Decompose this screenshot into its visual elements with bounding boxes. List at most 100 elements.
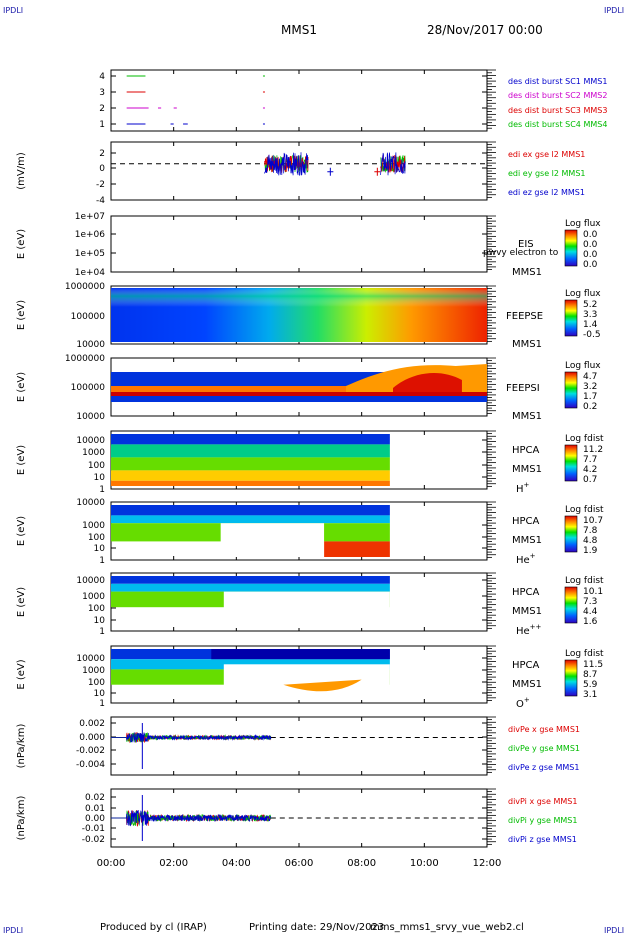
- y-tick-label: 1: [99, 699, 105, 709]
- colorbar: [564, 444, 578, 482]
- colorbar-tick: 8.7: [583, 670, 597, 680]
- legend-entry: divPe y gse MMS1: [508, 744, 580, 753]
- spectrogram-band: [111, 515, 390, 524]
- colorbar-tick: 1.6: [583, 617, 598, 627]
- y-tick-label: -0.002: [76, 746, 105, 756]
- y-tick-label: 3: [99, 88, 105, 98]
- y-axis-label: E (eV): [16, 516, 27, 546]
- y-tick-label: -2: [96, 180, 105, 190]
- x-tick-label: 02:00: [159, 858, 188, 869]
- edi-marker: [374, 167, 381, 176]
- colorbar-title: Log fdist: [565, 505, 604, 515]
- spacecraft-title: MMS1: [281, 23, 317, 37]
- y-axis-label: E (eV): [16, 445, 27, 475]
- instrument-label: FEEPSE: [506, 311, 543, 322]
- spectrogram-band: [111, 434, 390, 445]
- species-charge: +: [530, 552, 536, 560]
- colorbar-tick: 0.2: [583, 402, 597, 412]
- colorbar-tick: 0.0: [583, 240, 598, 250]
- y-axis-label: E (eV): [16, 229, 27, 259]
- y-tick-label: 1000000: [65, 282, 105, 292]
- colorbar-tick: 1.9: [583, 546, 598, 556]
- spectrogram-gap: [223, 591, 390, 628]
- spacecraft-label: MMS1: [512, 339, 542, 350]
- footer-produced-by: Produced by cl (IRAP): [100, 922, 207, 933]
- y-tick-label: 1e+05: [75, 249, 105, 259]
- spectrogram-gap: [223, 664, 390, 700]
- y-axis-label: E (eV): [16, 372, 27, 402]
- colorbar-title: Log flux: [565, 361, 601, 371]
- colorbar-tick: 0.0: [583, 250, 598, 260]
- colorbar-title: Log fdist: [565, 434, 604, 444]
- y-tick-label: 1: [99, 556, 105, 566]
- instrument-label: HPCA: [512, 445, 540, 456]
- colorbar-tick: 1.7: [583, 392, 597, 402]
- instrument-label: FEEPSI: [506, 383, 540, 394]
- panels: 4 3 2 1 des dist burst SC1 MMS1 des dist burs…: [16, 69, 607, 848]
- spectrogram-feature: [393, 373, 462, 392]
- colorbar-tick: 4.8: [583, 536, 598, 546]
- species-charge: ++: [530, 623, 542, 631]
- x-tick-label: 04:00: [222, 858, 251, 869]
- colorbar-tick: 7.7: [583, 455, 597, 465]
- y-tick-label: 10: [94, 544, 106, 554]
- legend-entry: edi ey gse l2 MMS1: [508, 169, 586, 178]
- spectrogram-gap: [220, 523, 325, 557]
- spectrogram-band: [111, 457, 390, 471]
- legend-entry: edi ex gse l2 MMS1: [508, 150, 585, 159]
- y-tick-label: 1000000: [65, 354, 105, 364]
- spacecraft-label: MMS1: [512, 679, 542, 690]
- y-axis-label: (mV/m): [16, 152, 27, 190]
- y-axis-label: (nPa/km): [16, 724, 27, 769]
- time-axis: 00:00 02:00 04:00 06:00 08:00 10:00 12:00: [97, 858, 502, 869]
- spacecraft-label: MMS1: [512, 464, 542, 475]
- y-tick-label: 1e+07: [75, 212, 105, 222]
- legend-entry: divPi z gse MMS1: [508, 835, 577, 844]
- legend-entry: des dist burst SC2 MMS2: [508, 91, 607, 100]
- instrument-label: HPCA: [512, 516, 540, 527]
- species-charge: +: [524, 696, 530, 704]
- panel-frame: [110, 215, 488, 273]
- colorbar-tick: 10.7: [583, 516, 603, 526]
- spectrogram-feature: [211, 649, 390, 660]
- colorbar: [564, 371, 578, 409]
- colorbar-tick: 4.7: [583, 372, 597, 382]
- colorbar-tick: 11.5: [583, 660, 603, 670]
- y-tick-label: 10000: [76, 498, 105, 508]
- panel-feepse: 1000000 100000 10000 E (eV) Log flux5.23.31.…: [16, 282, 601, 350]
- y-tick-label: 1: [99, 485, 105, 495]
- y-tick-label: 0.02: [85, 793, 105, 803]
- panel-hpca_hepp: 10000 1000 100 101 E (eV) Log fdist10.17.34.4…: [16, 572, 604, 637]
- corner-label-bottom-right: IPDLI: [604, 926, 624, 934]
- species-symbol: He: [516, 555, 530, 566]
- colorbar-title: Log fdist: [565, 649, 604, 659]
- y-tick-label: 0.00: [85, 814, 105, 824]
- y-tick-label: 0.000: [79, 733, 105, 743]
- corner-label-top-right: IPDLI: [604, 6, 624, 15]
- spectrogram-band: [111, 576, 390, 584]
- colorbar-tick: 4.2: [583, 465, 597, 475]
- species-charge: +: [524, 481, 530, 489]
- instrument-label: HPCA: [512, 587, 540, 598]
- y-tick-label: 100: [88, 461, 105, 471]
- legend-entry: des dist burst SC3 MMS3: [508, 106, 607, 115]
- panel-frame: [110, 141, 488, 201]
- y-tick-label: 10000: [76, 654, 105, 664]
- x-tick-label: 06:00: [285, 858, 314, 869]
- species-label: He+: [516, 552, 536, 566]
- overlay-text: pwvy electron to: [483, 248, 559, 258]
- instrument-label: EIS: [518, 239, 534, 250]
- colorbar: [564, 515, 578, 553]
- y-tick-label: 10000: [76, 340, 105, 350]
- colorbar-tick: -0.5: [583, 330, 601, 340]
- colorbar-title: Log fdist: [565, 576, 604, 586]
- panel-divpi: 0.020.010.00-0.01-0.02 (nPa/km) divPi x gs…: [16, 788, 577, 848]
- corner-label-top-left: IPDLI: [3, 6, 23, 15]
- legend-entry: divPi y gse MMS1: [508, 816, 577, 825]
- spectrogram-band: [111, 505, 390, 516]
- species-label: He++: [516, 623, 542, 637]
- y-tick-label: 1e+04: [75, 268, 106, 278]
- y-tick-label: 100000: [71, 383, 106, 393]
- spectrogram-band: [111, 386, 487, 392]
